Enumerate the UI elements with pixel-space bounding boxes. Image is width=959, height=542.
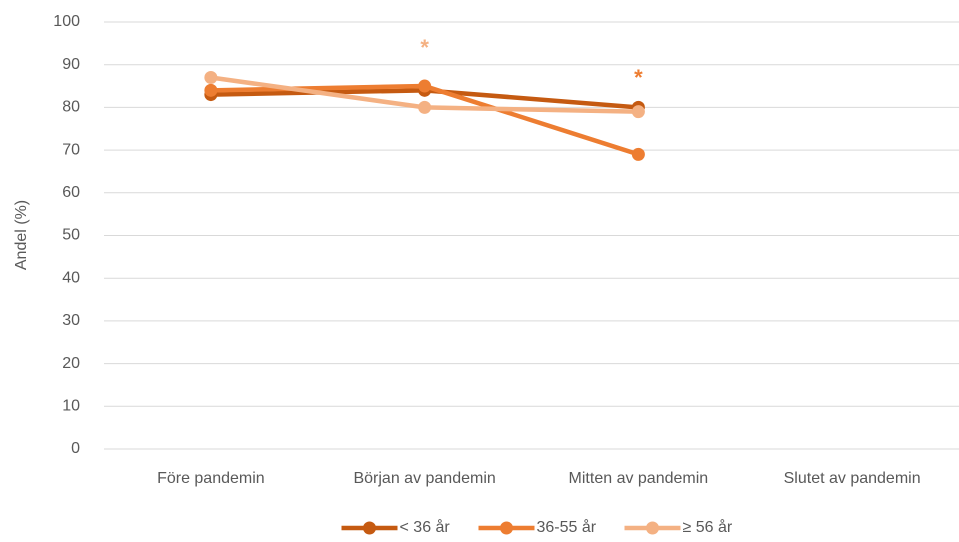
legend-label: < 36 år <box>400 518 451 536</box>
y-tick-label: 20 <box>62 355 80 372</box>
y-axis-label: Andel (%) <box>13 200 30 270</box>
y-tick-label: 70 <box>62 141 80 158</box>
legend-item: < 36 år <box>341 518 451 536</box>
legend-item: 36-55 år <box>478 518 597 536</box>
series-marker <box>418 79 432 93</box>
y-tick-label: 30 <box>62 312 80 329</box>
y-tick-label: 0 <box>71 440 80 457</box>
legend-item: ≥ 56 år <box>624 518 733 536</box>
series-marker <box>418 100 432 114</box>
series-marker <box>204 71 218 85</box>
legend-marker <box>363 521 376 535</box>
series-marker <box>631 105 645 119</box>
x-tick-label: Före pandemin <box>157 470 265 487</box>
y-tick-label: 80 <box>62 99 80 116</box>
y-tick-label: 50 <box>62 227 80 244</box>
annotation: * <box>420 35 429 60</box>
annotation: * <box>634 65 643 90</box>
y-tick-label: 100 <box>53 13 80 30</box>
y-tick-label: 60 <box>62 184 80 201</box>
y-tick-label: 90 <box>62 56 80 73</box>
x-tick-label: Början av pandemin <box>353 470 495 487</box>
legend-label: ≥ 56 år <box>683 518 733 536</box>
legend-marker <box>500 521 513 535</box>
x-tick-label: Slutet av pandemin <box>784 470 921 487</box>
legend-marker <box>646 521 659 535</box>
series-marker <box>631 147 645 161</box>
x-tick-label: Mitten av pandemin <box>569 470 709 487</box>
series-marker <box>204 83 218 97</box>
legend-label: 36-55 år <box>537 518 597 536</box>
y-tick-label: 10 <box>62 398 80 415</box>
y-tick-label: 40 <box>62 269 80 286</box>
